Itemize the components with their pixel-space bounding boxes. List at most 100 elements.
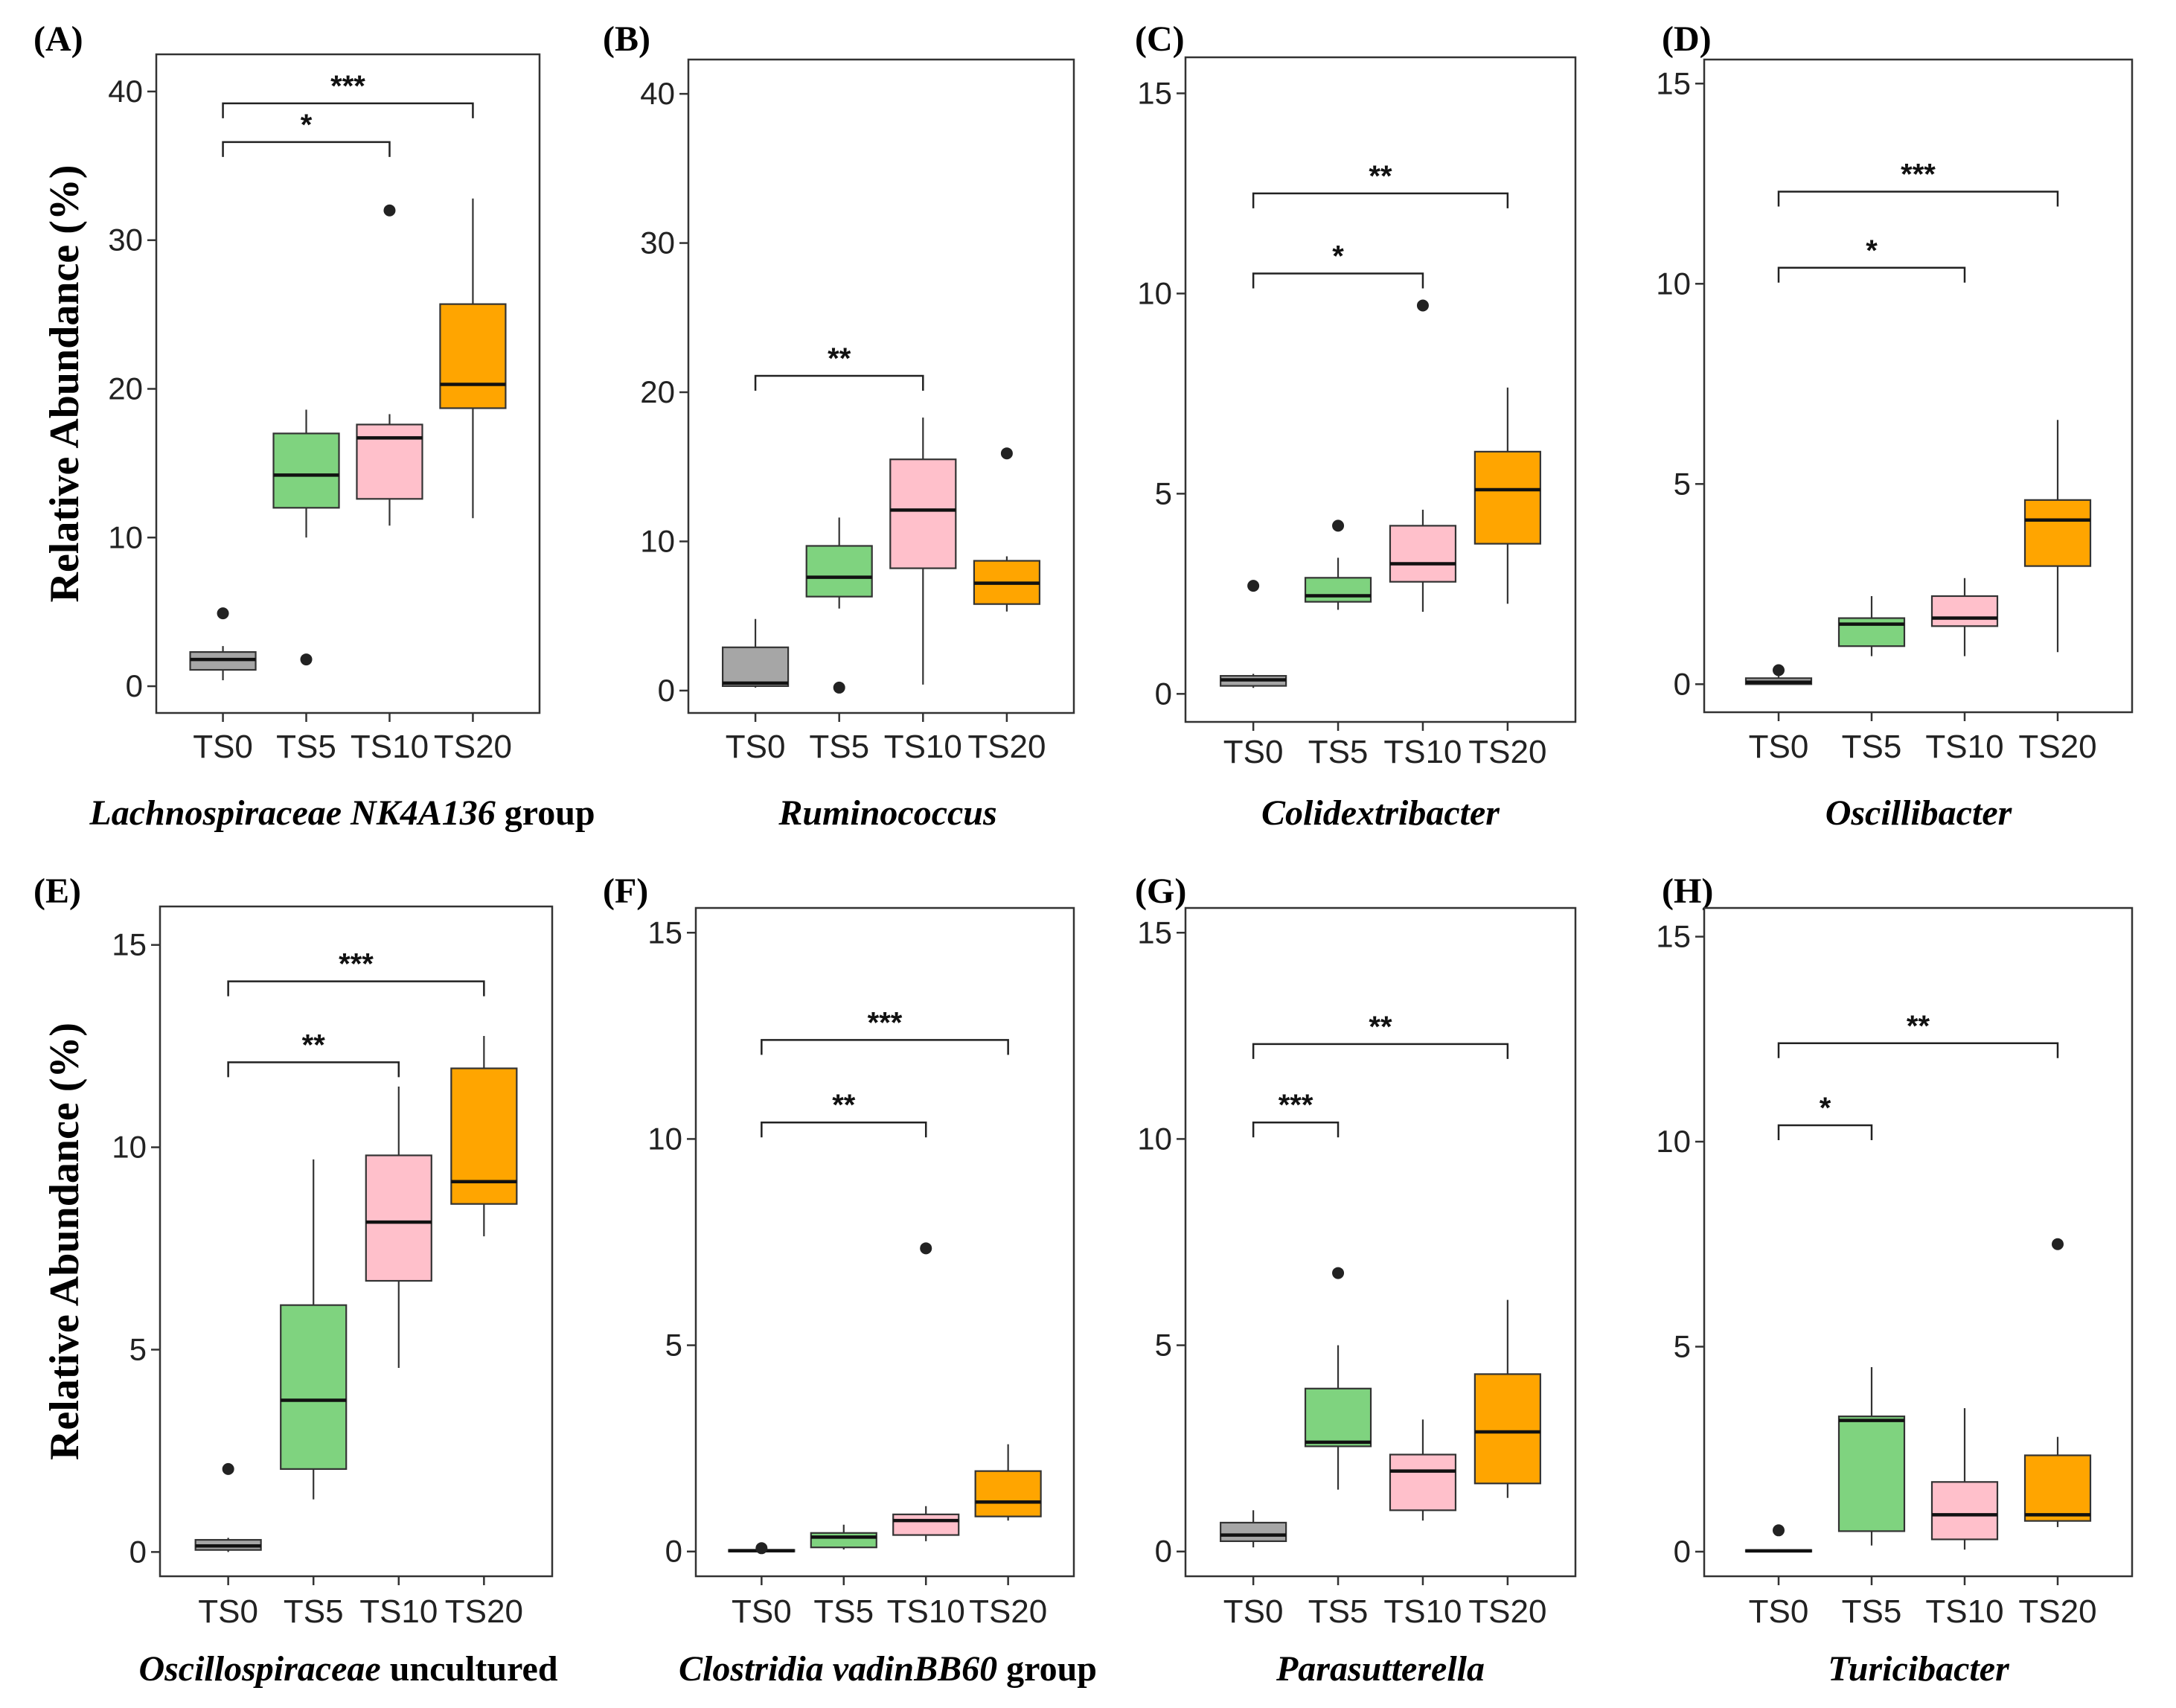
x-tick-label: TS5 <box>809 729 869 765</box>
y-axis-label: Relative Abundance (%) <box>42 1023 88 1460</box>
significance-stars: ** <box>832 1089 856 1122</box>
significance-stars: *** <box>1279 1089 1313 1122</box>
significance-bracket: * <box>1777 1092 1873 1140</box>
significance-stars: * <box>301 109 313 141</box>
panel-label: (H) <box>1662 871 1713 911</box>
iqr-box <box>1473 1373 1541 1485</box>
plot-frame <box>1703 58 2134 714</box>
significance-stars: * <box>1866 234 1878 267</box>
x-tick-label: TS20 <box>2018 1593 2096 1630</box>
iqr-box <box>1304 1387 1372 1448</box>
iqr-box <box>1930 595 1999 627</box>
genus-name-italic: Turicibacter <box>1828 1649 2010 1689</box>
plot-frame <box>159 905 554 1578</box>
box-ts0 <box>728 1542 796 1555</box>
iqr-box <box>1389 525 1457 583</box>
panel-label: (G) <box>1135 871 1186 911</box>
significance-stars: ** <box>828 342 851 375</box>
iqr-box <box>272 432 340 509</box>
box-ts20 <box>973 447 1041 612</box>
plot-frame <box>1184 56 1577 723</box>
genus-name-italic: Ruminococcus <box>778 793 996 833</box>
box-ts20 <box>2023 1238 2092 1527</box>
y-axis-label: Relative Abundance (%) <box>42 165 88 603</box>
y-tick-label: 15 <box>1137 75 1172 110</box>
outlier-point <box>222 1462 234 1475</box>
genus-caption: Ruminococcus <box>778 793 996 833</box>
significance-stars: ** <box>1907 1010 1930 1043</box>
iqr-box <box>1473 450 1541 545</box>
x-tick-label: TS10 <box>1383 1593 1462 1630</box>
genus-name-italic: Clostridia vadinBB60 <box>679 1649 997 1689</box>
box-ts20 <box>1473 387 1541 604</box>
x-tick-label: TS20 <box>967 729 1046 765</box>
y-tick-label: 20 <box>108 371 143 406</box>
y-tick-label: 10 <box>647 1121 682 1156</box>
significance-stars: ** <box>1369 160 1392 193</box>
panel-label: (E) <box>33 871 81 911</box>
x-tick-label: TS10 <box>1925 1593 2003 1630</box>
box-ts20 <box>1473 1299 1541 1498</box>
iqr-box <box>2023 499 2092 567</box>
bracket-line <box>1777 191 2059 207</box>
iqr-box <box>1930 1481 1999 1541</box>
bracket-line <box>222 102 474 118</box>
significance-stars: * <box>1820 1092 1831 1125</box>
outlier-point <box>217 607 229 620</box>
y-tick-label: 0 <box>1155 1534 1172 1569</box>
outlier-point <box>300 653 313 666</box>
x-tick-label: TS0 <box>1749 729 1809 765</box>
y-tick-label: 5 <box>665 1328 682 1363</box>
y-tick-label: 15 <box>647 915 682 950</box>
x-tick-label: TS0 <box>1223 734 1284 770</box>
panel-label: (C) <box>1135 19 1185 59</box>
iqr-box <box>974 1470 1042 1517</box>
y-tick-label: 5 <box>1155 1328 1172 1363</box>
iqr-box <box>450 1067 518 1205</box>
box-ts5 <box>272 409 340 666</box>
significance-bracket: ** <box>227 1029 400 1078</box>
x-tick-label: TS20 <box>434 729 512 765</box>
significance-stars: *** <box>330 70 365 103</box>
x-tick-label: TS10 <box>884 729 962 765</box>
iqr-box <box>810 1532 877 1549</box>
y-tick-label: 30 <box>108 223 143 258</box>
genus-name-italic: Oscillospiraceae <box>138 1649 380 1689</box>
significance-bracket: ** <box>754 342 924 391</box>
box-ts10 <box>1389 1419 1457 1521</box>
panel-label: (B) <box>603 19 650 59</box>
x-tick-label: TS0 <box>726 729 786 765</box>
y-tick-label: 15 <box>1656 919 1691 954</box>
outlier-point <box>1247 580 1260 592</box>
significance-stars: *** <box>339 948 374 981</box>
bracket-line <box>1252 192 1509 208</box>
bracket-line <box>1777 1124 1873 1140</box>
significance-stars: ** <box>1369 1011 1392 1043</box>
bracket-line <box>227 1061 400 1078</box>
chart-panel: (B) 0 10 20 30 40 TS0 TS5 TS10 TS20 ** Ruminococcus <box>603 19 1075 833</box>
significance-bracket: *** <box>1777 159 2059 207</box>
plot-frame <box>1184 906 1577 1578</box>
outlier-point <box>1332 1267 1345 1279</box>
significance-stars: *** <box>1901 159 1936 191</box>
x-tick-label: TS5 <box>284 1593 344 1630</box>
outlier-point <box>1773 664 1785 677</box>
x-tick-label: TS5 <box>1308 734 1369 770</box>
box-ts10 <box>1389 299 1457 612</box>
y-tick-label: 10 <box>1656 1124 1691 1159</box>
x-tick-label: TS5 <box>813 1593 874 1630</box>
box-ts5 <box>1837 595 1906 656</box>
iqr-box <box>439 303 507 409</box>
box-ts5 <box>280 1159 348 1500</box>
y-tick-label: 15 <box>1656 65 1691 100</box>
x-tick-label: TS5 <box>1842 729 1902 765</box>
x-tick-label: TS20 <box>445 1593 523 1630</box>
box-ts10 <box>892 1242 960 1541</box>
genus-name-italic: Parasutterella <box>1276 1649 1485 1689</box>
panel-label: (F) <box>603 871 648 911</box>
iqr-box <box>356 423 423 500</box>
